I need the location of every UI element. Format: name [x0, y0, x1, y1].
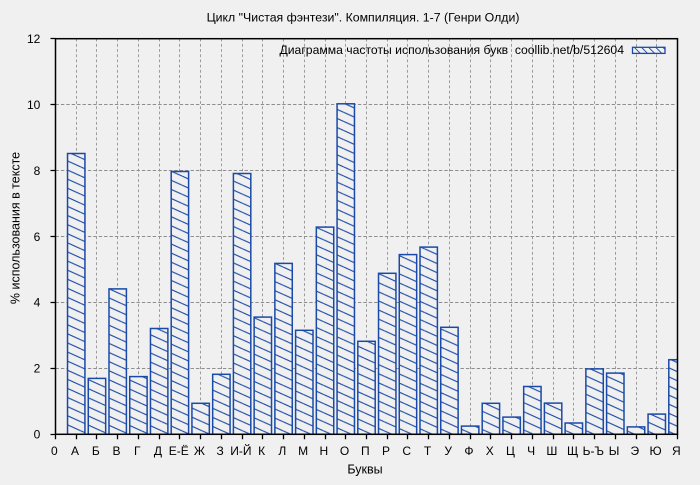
svg-text:% использования в тексте: % использования в тексте — [9, 152, 23, 304]
svg-text:10: 10 — [27, 98, 41, 112]
svg-text:В: В — [112, 444, 120, 458]
svg-text:З: З — [217, 444, 224, 458]
svg-text:4: 4 — [34, 296, 41, 310]
svg-text:0: 0 — [51, 444, 58, 458]
svg-text:Буквы: Буквы — [347, 463, 382, 477]
svg-text:8: 8 — [34, 164, 41, 178]
svg-text:К: К — [258, 444, 265, 458]
svg-text:6: 6 — [34, 230, 41, 244]
svg-text:Д: Д — [154, 444, 162, 458]
svg-text:Р: Р — [382, 444, 390, 458]
svg-text:Ж: Ж — [194, 444, 205, 458]
svg-text:О: О — [340, 444, 349, 458]
svg-text:Щ: Щ — [567, 444, 578, 458]
svg-text:Ч: Ч — [527, 444, 535, 458]
svg-text:Е-Ё: Е-Ё — [169, 444, 189, 458]
svg-text:У: У — [444, 444, 452, 458]
svg-text:А: А — [71, 444, 79, 458]
svg-text:0: 0 — [34, 428, 41, 442]
svg-text:Ф: Ф — [464, 444, 473, 458]
svg-text:М: М — [298, 444, 308, 458]
svg-text:П: П — [361, 444, 370, 458]
svg-text:Ь-Ъ: Ь-Ъ — [583, 444, 604, 458]
svg-text:Ы: Ы — [609, 444, 620, 458]
svg-text:Х: Х — [486, 444, 494, 458]
svg-text:С: С — [402, 444, 411, 458]
svg-text:Б: Б — [92, 444, 100, 458]
svg-text:И-Й: И-Й — [230, 443, 251, 458]
svg-text:12: 12 — [27, 32, 41, 46]
svg-text:Л: Л — [278, 444, 286, 458]
svg-text:Ш: Ш — [546, 444, 557, 458]
svg-text:2: 2 — [34, 362, 41, 376]
svg-text:Цикл "Чистая фэнтези". Компиля: Цикл "Чистая фэнтези". Компиляция. 1-7 (… — [207, 11, 520, 25]
svg-text:Ю: Ю — [650, 444, 662, 458]
svg-text:Диаграмма частоты использовани: Диаграмма частоты использования букв coo… — [280, 43, 625, 57]
svg-text:Г: Г — [134, 444, 141, 458]
svg-text:Э: Э — [631, 444, 640, 458]
svg-text:Я: Я — [672, 444, 681, 458]
svg-text:Ц: Ц — [506, 444, 515, 458]
svg-text:Н: Н — [319, 444, 328, 458]
svg-text:Т: Т — [424, 444, 432, 458]
